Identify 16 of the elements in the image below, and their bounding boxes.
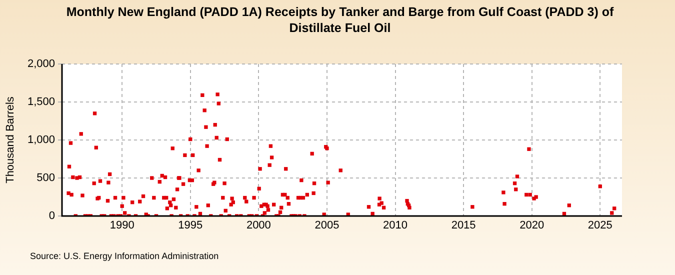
x-tick-label: 2015 xyxy=(451,220,476,232)
y-tick-label: 1,000 xyxy=(27,134,55,146)
x-tick-label: 2010 xyxy=(383,220,408,232)
source-note: Source: U.S. Energy Information Administration xyxy=(30,251,219,261)
x-tick-label: 1995 xyxy=(178,220,203,232)
y-tick-label: 1,500 xyxy=(27,96,55,108)
x-tick-label: 2005 xyxy=(314,220,340,232)
x-tick-label: 2000 xyxy=(246,220,271,232)
y-axis-title: Thousand Barrels xyxy=(4,96,17,184)
x-tick-label: 1990 xyxy=(110,220,134,232)
x-tick-label: 2025 xyxy=(588,220,612,232)
chart-title: Monthly New England (PADD 1A) Receipts by Tanker and Barge from Gulf Coast (PADD 3) of Distillate Fuel Oil xyxy=(65,4,615,36)
y-tick-label: 2,000 xyxy=(27,58,55,70)
x-tick-label: 2020 xyxy=(520,220,544,232)
y-tick-label: 500 xyxy=(36,172,55,184)
y-tick-label: 0 xyxy=(48,210,55,222)
